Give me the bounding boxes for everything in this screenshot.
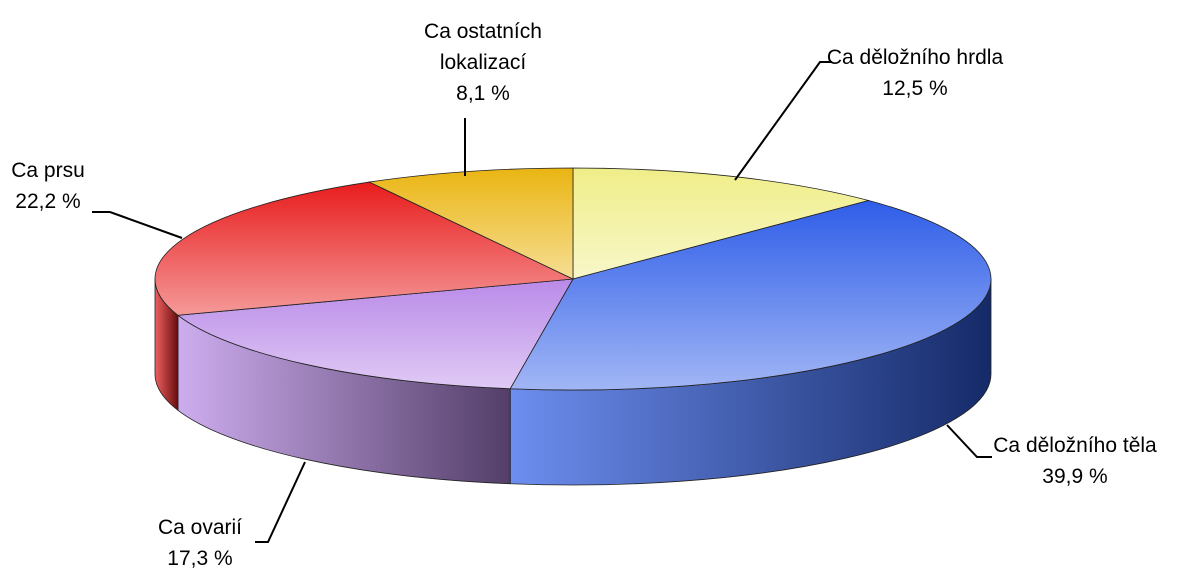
slice-label: Ca děložního hrdla 12,5 %: [815, 42, 1015, 104]
leader-line: [255, 461, 306, 543]
leader-line: [734, 61, 832, 181]
slice-label: Ca ostatních lokalizací 8,1 %: [403, 16, 563, 109]
slice: [572, 167, 871, 280]
category-label: Ca prsu: [11, 159, 85, 182]
leader-line: [946, 424, 992, 458]
value-label: 12,5 %: [882, 77, 948, 100]
category-label: Ca děložního hrdla: [826, 46, 1004, 69]
slice-label: Ca děložního těla 39,9 %: [975, 430, 1175, 492]
slice: [154, 181, 575, 316]
category-label: Ca ovarií: [157, 516, 243, 539]
slice-label: Ca prsu 22,2 %: [0, 155, 103, 217]
leader-line: [92, 211, 183, 239]
value-label: 39,9 %: [1042, 465, 1108, 488]
category-label: Ca děložního těla: [993, 434, 1157, 457]
value-label: 8,1 %: [456, 82, 510, 105]
category-label: Ca ostatních lokalizací: [424, 20, 542, 74]
value-label: 22,2 %: [15, 190, 81, 213]
slice: [509, 200, 992, 391]
value-label: 17,3 %: [167, 547, 233, 570]
slice-label: Ca ovarií 17,3 %: [130, 512, 270, 574]
slice: [367, 167, 574, 280]
